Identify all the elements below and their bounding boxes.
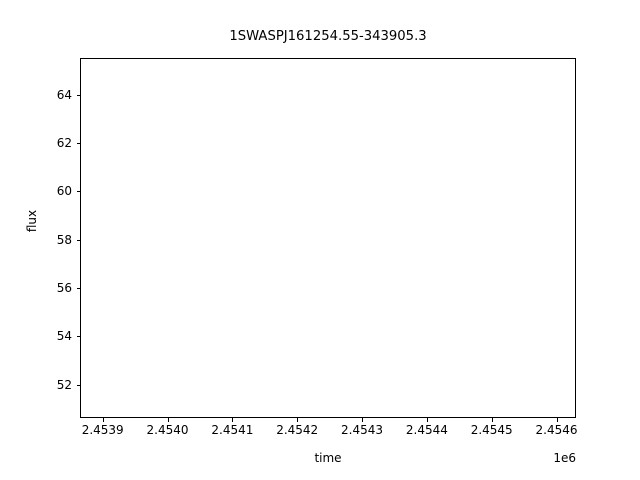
y-tick-label-wrap: 54: [0, 330, 72, 342]
y-tick-label-wrap: 52: [0, 379, 72, 391]
y-tick-mark: [76, 384, 80, 386]
x-tick-mark: [232, 418, 234, 422]
x-tick-label: 2.4542: [276, 423, 319, 437]
y-tick-label: 64: [56, 87, 72, 102]
y-tick-label-wrap: 62: [0, 137, 72, 149]
y-tick-label: 52: [56, 377, 72, 392]
x-tick-mark: [556, 418, 558, 422]
y-tick-label: 54: [56, 329, 72, 344]
y-tick-label-wrap: 60: [0, 185, 72, 197]
y-tick-label: 60: [56, 184, 72, 199]
x-tick-mark: [491, 418, 493, 422]
y-tick-label: 58: [56, 232, 72, 247]
x-tick-label: 2.4540: [146, 423, 189, 437]
x-axis-label: time: [314, 451, 342, 465]
x-tick-label: 2.4541: [211, 423, 254, 437]
page-title: 1SWASPJ161254.55-343905.3: [229, 29, 427, 44]
x-tick-mark: [167, 418, 169, 422]
axes-frame: [80, 58, 576, 418]
y-tick-label: 56: [56, 281, 72, 295]
y-tick-label-wrap: 56: [0, 282, 72, 294]
x-tick-mark: [102, 418, 104, 422]
x-tick-mark: [362, 418, 363, 422]
x-tick-mark: [426, 418, 428, 422]
y-tick-label: 62: [56, 136, 72, 150]
y-tick-mark: [76, 336, 80, 338]
y-tick-label-wrap: 58: [0, 234, 72, 246]
y-axis-label: flux: [25, 209, 39, 233]
x-tick-mark: [297, 418, 299, 422]
y-tick-mark: [76, 239, 80, 241]
x-tick-label: 2.4545: [470, 423, 513, 437]
y-tick-label-wrap: 64: [0, 89, 72, 101]
y-tick-mark: [76, 288, 80, 289]
x-tick-label: 2.4543: [341, 423, 383, 437]
y-tick-mark: [76, 191, 80, 193]
y-tick-mark: [76, 143, 80, 144]
x-tick-label: 2.4544: [405, 423, 448, 437]
x-tick-label: 2.4546: [535, 423, 578, 437]
x-axis-offset-label: 1e6: [553, 451, 576, 465]
y-tick-mark: [76, 94, 80, 96]
x-tick-label: 2.4539: [81, 423, 124, 437]
